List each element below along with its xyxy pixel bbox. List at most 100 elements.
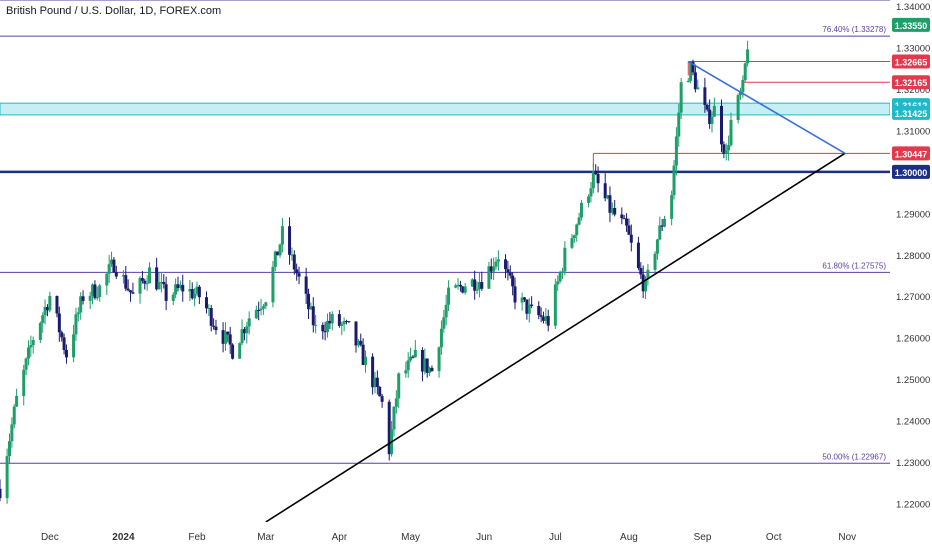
x-tick-label: May xyxy=(401,532,420,543)
candle-body xyxy=(98,285,102,297)
time-axis: Dec 2024 Feb Mar Apr May Jun Jul Aug Sep Oct Nov xyxy=(0,522,932,550)
candle-body xyxy=(238,343,242,359)
candle-body xyxy=(26,347,30,359)
candle-body xyxy=(525,299,529,314)
trendline xyxy=(687,60,846,154)
candle-body xyxy=(145,283,149,285)
candle-body xyxy=(48,296,52,311)
candle-body xyxy=(105,273,109,286)
candle-body xyxy=(719,105,723,145)
candle-body xyxy=(404,370,408,374)
candle-body xyxy=(447,287,451,305)
candle-body xyxy=(428,367,432,373)
candle-body xyxy=(473,279,477,291)
candle-body xyxy=(527,304,531,314)
candle-body xyxy=(596,173,600,184)
candle-body xyxy=(506,269,510,273)
candle-body xyxy=(347,321,351,323)
support-zone-layer xyxy=(0,102,891,116)
candle-body xyxy=(337,314,341,326)
candle-body xyxy=(387,401,391,455)
candle-body xyxy=(411,356,415,358)
candle-body xyxy=(477,282,481,290)
candle-body xyxy=(178,284,182,289)
y-tick-label: 1.31000 xyxy=(896,127,930,138)
candle-body xyxy=(143,280,147,284)
candle-body xyxy=(345,320,349,322)
candle-body xyxy=(12,406,16,425)
candle-body xyxy=(710,116,714,124)
candle-body xyxy=(131,292,135,294)
chart-title: British Pound / U.S. Dollar, 1D, FOREX.c… xyxy=(6,5,222,17)
price-tag-bg xyxy=(892,105,930,120)
candle-body xyxy=(295,269,299,274)
y-tick-label: 1.29000 xyxy=(896,209,930,220)
candle-body xyxy=(577,217,581,225)
candle-body xyxy=(38,323,42,341)
candle-body xyxy=(606,195,610,199)
candle-body xyxy=(280,226,284,245)
candle-body xyxy=(738,92,742,96)
candle-body xyxy=(413,349,417,358)
candle-body xyxy=(627,225,631,235)
candle-body xyxy=(727,145,731,151)
x-tick-label: Feb xyxy=(188,532,206,543)
candle-body xyxy=(608,195,612,213)
candle-body xyxy=(79,296,83,313)
candle-body xyxy=(475,289,479,291)
candle-body xyxy=(736,95,740,121)
candle-body xyxy=(193,293,197,299)
candle-body xyxy=(212,325,216,327)
candle-body xyxy=(703,87,707,105)
candle-body xyxy=(397,373,401,399)
candle-body xyxy=(228,334,232,345)
candle-body xyxy=(629,234,633,243)
price-tag-bg xyxy=(892,54,930,69)
candle-body xyxy=(314,324,318,326)
y-tick-label: 1.24000 xyxy=(896,417,930,428)
candle-body xyxy=(359,340,363,345)
candle-body xyxy=(148,267,152,284)
candle-body xyxy=(589,188,593,197)
candle-body xyxy=(81,296,85,301)
candle-body xyxy=(392,406,396,430)
candle-body xyxy=(174,284,178,295)
x-tick-label: Jul xyxy=(549,532,562,543)
candle-body xyxy=(489,266,493,272)
support-zone xyxy=(0,102,891,116)
candle-body xyxy=(444,304,448,318)
candle-body xyxy=(653,253,657,270)
candle-body xyxy=(261,306,265,309)
candle-body xyxy=(195,286,199,294)
price-tag-label: 1.33550 xyxy=(895,21,928,31)
candle-body xyxy=(290,254,294,256)
x-tick-label: Dec xyxy=(41,532,59,543)
candle-body xyxy=(677,112,681,137)
candle-body xyxy=(112,259,116,273)
candle-body xyxy=(121,275,125,277)
candle-body xyxy=(5,456,9,499)
candle-body xyxy=(696,87,700,90)
candle-body xyxy=(674,136,678,166)
candle-body xyxy=(530,304,534,306)
candle-body xyxy=(712,105,716,117)
candle-body xyxy=(328,320,332,324)
candle-body xyxy=(686,80,690,83)
fib-label: 50.00% (1.22967) xyxy=(822,452,886,461)
candle-body xyxy=(114,272,118,277)
candle-body xyxy=(708,109,712,124)
candle-body xyxy=(93,284,97,299)
candle-body xyxy=(591,171,595,189)
x-tick-label: Oct xyxy=(766,532,782,543)
fib-label: 76.40% (1.33278) xyxy=(822,25,886,34)
candle-body xyxy=(278,244,282,256)
candle-body xyxy=(458,284,462,287)
candle-body xyxy=(729,120,733,146)
candle-body xyxy=(247,318,251,327)
candle-body xyxy=(563,247,567,272)
candle-body xyxy=(520,297,524,303)
candle-body xyxy=(259,308,263,311)
y-tick-label: 1.22000 xyxy=(896,499,930,510)
candle-body xyxy=(10,424,14,442)
